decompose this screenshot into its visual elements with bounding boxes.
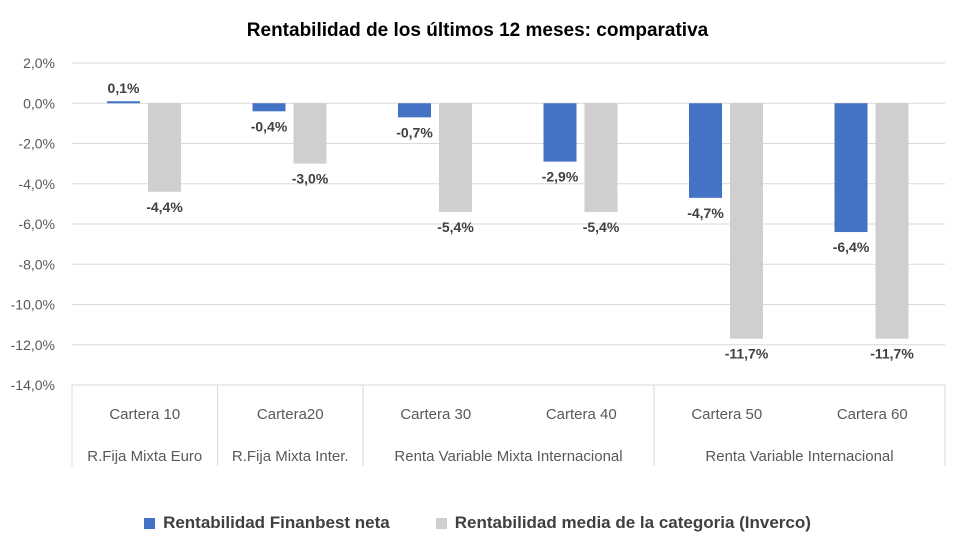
bar-inverco [439, 103, 472, 212]
data-label: -11,7% [870, 346, 914, 362]
bar-inverco [584, 103, 618, 212]
bar-inverco [148, 103, 181, 192]
x-group-label: Renta Variable Mixta Internacional [394, 448, 622, 465]
legend-item-inverco: Rentabilidad media de la categoria (Inve… [435, 513, 811, 533]
legend-label-inverco: Rentabilidad media de la categoria (Inve… [454, 513, 811, 532]
x-category-label: Cartera 30 [400, 406, 471, 423]
bar-inverco [293, 103, 327, 164]
x-group-label: R.Fija Mixta Euro [87, 448, 202, 465]
data-label: -3,0% [292, 171, 329, 187]
y-tick-label: -6,0% [18, 216, 55, 232]
legend-swatch-finanbest [144, 517, 156, 529]
y-tick-label: -8,0% [18, 256, 55, 272]
bar-inverco [730, 103, 763, 339]
legend-item-finanbest: Rentabilidad Finanbest neta [144, 513, 390, 533]
x-group-label: R.Fija Mixta Inter. [232, 448, 349, 465]
y-tick-label: -12,0% [11, 337, 55, 353]
y-tick-label: 0,0% [23, 95, 55, 111]
y-tick-label: -14,0% [11, 377, 55, 393]
x-category-label: Cartera 10 [109, 406, 180, 423]
data-label: 0,1% [108, 80, 140, 96]
bar-finanbest [398, 103, 431, 118]
data-label: -11,7% [725, 346, 769, 362]
y-tick-label: -4,0% [18, 176, 55, 192]
y-tick-label: 2,0% [23, 55, 55, 71]
data-label: -2,9% [542, 169, 579, 185]
data-label: -4,4% [146, 199, 183, 215]
x-category-label: Cartera 40 [546, 406, 617, 423]
x-group-label: Renta Variable Internacional [705, 448, 893, 465]
y-tick-label: -10,0% [11, 297, 55, 313]
data-label: -4,7% [687, 205, 724, 221]
bar-finanbest [252, 103, 286, 112]
y-tick-label: -2,0% [18, 136, 55, 152]
legend: Rentabilidad Finanbest neta Rentabilidad… [0, 513, 955, 533]
data-label: -0,7% [396, 124, 433, 140]
legend-swatch-inverco [435, 517, 447, 529]
data-label: -0,4% [251, 118, 288, 134]
bar-finanbest [543, 103, 577, 162]
x-category-label: Cartera 60 [837, 406, 908, 423]
chart-title: Rentabilidad de los últimos 12 meses: co… [246, 20, 709, 41]
legend-label-finanbest: Rentabilidad Finanbest neta [163, 513, 390, 532]
bar-finanbest [689, 103, 722, 198]
bar-inverco [875, 103, 909, 339]
bar-finanbest [107, 101, 140, 104]
x-category-label: Cartera 50 [691, 406, 762, 423]
data-label: -5,4% [583, 219, 620, 235]
data-label: -6,4% [833, 239, 870, 255]
x-category-label: Cartera20 [257, 406, 324, 423]
bar-finanbest [834, 103, 868, 233]
data-label: -5,4% [437, 219, 474, 235]
